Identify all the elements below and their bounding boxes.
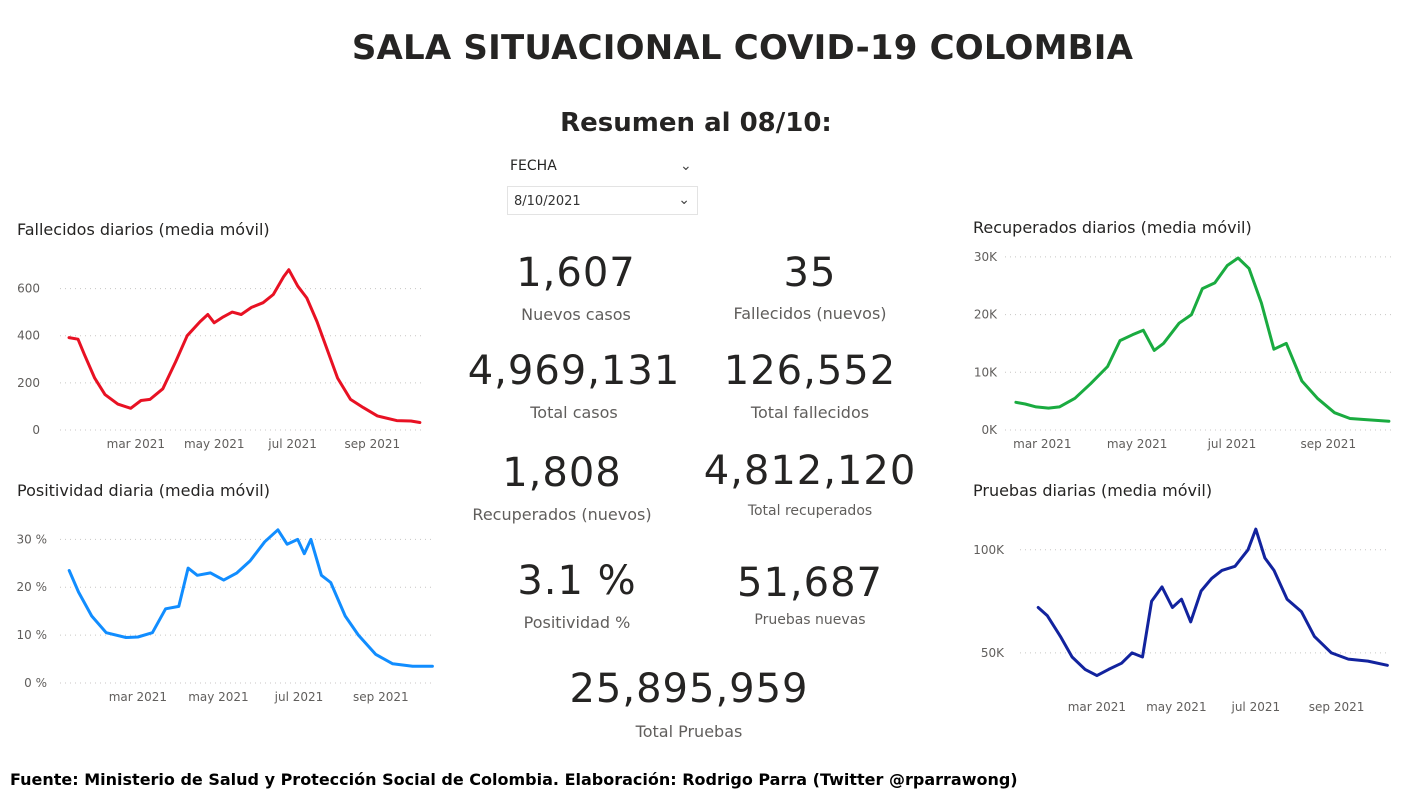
x-tick-label: mar 2021	[1068, 700, 1126, 714]
page-title: SALA SITUACIONAL COVID-19 COLOMBIA	[351, 28, 1134, 68]
y-tick-label: 30 %	[17, 532, 48, 546]
y-tick-label: 20 %	[17, 580, 48, 594]
kpi-total-pruebas-value: 25,895,959	[569, 666, 809, 712]
kpi-total-casos-value: 4,969,131	[467, 348, 681, 394]
x-tick-label: sep 2021	[1300, 437, 1356, 451]
series-line	[67, 528, 434, 668]
kpi-recuperados-nuevos-label: Recuperados (nuevos)	[472, 505, 652, 524]
series-line	[1014, 256, 1391, 423]
x-tick-label: may 2021	[1107, 437, 1168, 451]
chart-title-fallecidos: Fallecidos diarios (media móvil)	[17, 220, 270, 239]
y-tick-label: 30K	[974, 250, 998, 264]
chevron-down-icon[interactable]: ⌄	[678, 192, 690, 208]
kpi-total-fallecidos-value: 126,552	[723, 348, 897, 394]
kpi-positividad-label: Positividad %	[523, 613, 631, 632]
x-tick-label: may 2021	[188, 690, 249, 704]
kpi-total-recuperados-value: 4,812,120	[703, 448, 917, 494]
kpi-pruebas-nuevas-value: 51,687	[737, 560, 883, 606]
y-tick-label: 50K	[981, 646, 1005, 660]
x-tick-label: may 2021	[1146, 700, 1207, 714]
summary-subtitle: Resumen al 08/10:	[560, 108, 832, 138]
y-tick-label: 200	[17, 376, 40, 390]
series-line	[67, 268, 422, 424]
kpi-positividad-value: 3.1 %	[517, 558, 637, 604]
x-tick-label: may 2021	[184, 437, 245, 451]
x-tick-label: mar 2021	[109, 690, 167, 704]
y-tick-label: 400	[17, 329, 40, 343]
chart-fallecidos[interactable]: 0 200 400 600 mar 2021 may 2021 jul 2021 sep 20…	[0, 245, 440, 460]
chart-title-positividad: Positividad diaria (media móvil)	[17, 481, 270, 500]
kpi-fallecidos-nuevos-value: 35	[783, 250, 837, 296]
y-tick-label: 100K	[973, 543, 1005, 557]
kpi-total-recuperados-label: Total recuperados	[747, 503, 873, 519]
kpi-total-fallecidos-label: Total fallecidos	[750, 403, 870, 422]
x-tick-label: mar 2021	[107, 437, 165, 451]
x-tick-label: jul 2021	[1207, 437, 1257, 451]
kpi-nuevos-casos-value: 1,607	[516, 250, 636, 296]
x-tick-label: sep 2021	[1309, 700, 1365, 714]
chevron-down-icon[interactable]: ⌄	[680, 158, 692, 174]
source-footer: Fuente: Ministerio de Salud y Protección…	[10, 770, 1018, 789]
series-line	[1036, 527, 1389, 678]
chart-title-pruebas: Pruebas diarias (media móvil)	[973, 481, 1213, 500]
date-slicer-label: FECHA	[510, 158, 557, 174]
x-tick-label: sep 2021	[353, 690, 409, 704]
y-tick-label: 600	[17, 282, 40, 296]
chart-pruebas[interactable]: 50K 100K mar 2021 may 2021 jul 2021 sep 2021	[960, 515, 1400, 720]
y-tick-label: 0	[32, 423, 40, 437]
y-tick-label: 20K	[974, 308, 998, 322]
kpi-total-pruebas-label: Total Pruebas	[635, 722, 743, 741]
x-tick-label: jul 2021	[274, 690, 324, 704]
x-tick-label: jul 2021	[1230, 700, 1280, 714]
y-tick-label: 10 %	[17, 628, 48, 642]
chart-title-recuperados: Recuperados diarios (media móvil)	[973, 218, 1252, 237]
y-tick-label: 10K	[974, 365, 998, 379]
kpi-total-casos-label: Total casos	[530, 403, 618, 422]
kpi-recuperados-nuevos-value: 1,808	[502, 450, 622, 496]
y-tick-label: 0K	[981, 423, 998, 437]
kpi-nuevos-casos-label: Nuevos casos	[521, 305, 631, 324]
x-tick-label: sep 2021	[345, 437, 401, 451]
chart-positividad[interactable]: 0 % 10 % 20 % 30 % mar 2021 may 2021 jul 2021 s…	[0, 505, 445, 715]
chart-recuperados[interactable]: 0K 10K 20K 30K mar 2021 may 2021 jul 2021 sep 2…	[960, 240, 1400, 460]
x-tick-label: jul 2021	[267, 437, 317, 451]
kpi-pruebas-nuevas-label: Pruebas nuevas	[754, 612, 866, 628]
date-slicer-value: 8/10/2021	[514, 194, 581, 209]
x-tick-label: mar 2021	[1013, 437, 1071, 451]
date-slicer-dropdown[interactable]: 8/10/2021 ⌄	[507, 186, 698, 215]
kpi-fallecidos-nuevos-label: Fallecidos (nuevos)	[733, 304, 887, 323]
y-tick-label: 0 %	[24, 676, 47, 690]
